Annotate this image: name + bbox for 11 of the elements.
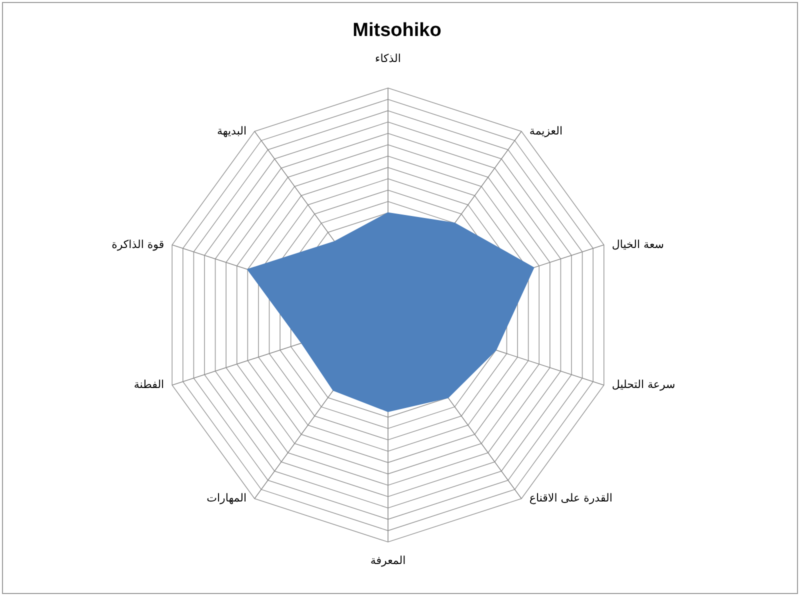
spoke-label: المهارات (206, 492, 247, 505)
spoke-label: سرعة التحليل (612, 378, 676, 392)
spoke-label: البديهة (217, 124, 247, 138)
spoke-label: القدرة على الاقناع (529, 492, 612, 505)
spoke-label: العزيمة (529, 124, 563, 138)
spoke-label: سعة الخيال (612, 238, 664, 251)
spoke-label: المعرفة (370, 554, 406, 567)
chart-title: Mitsohiko (352, 20, 442, 41)
spoke-label: الذكاء (375, 52, 401, 65)
spoke-label: قوة الذاكرة (112, 238, 164, 251)
spoke-label: الفطنة (134, 378, 164, 392)
